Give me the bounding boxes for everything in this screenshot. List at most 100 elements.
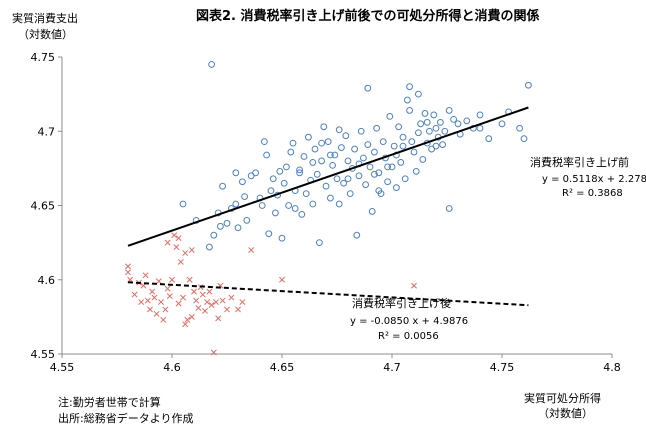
data-point [182, 250, 189, 256]
data-point [261, 138, 268, 146]
data-point [412, 167, 420, 175]
data-point [498, 120, 506, 128]
data-point [272, 209, 279, 217]
data-point [164, 285, 171, 292]
data-point [162, 306, 169, 313]
data-point [285, 202, 293, 209]
data-point [397, 159, 405, 166]
data-point [476, 124, 484, 132]
data-point [193, 297, 200, 304]
data-point [313, 170, 321, 178]
data-point [202, 307, 208, 314]
trendline-after [127, 281, 529, 307]
data-point [138, 299, 145, 305]
data-point [344, 175, 352, 183]
data-point [344, 157, 352, 165]
data-point [516, 124, 523, 132]
data-point [368, 208, 376, 215]
data-point [415, 90, 422, 98]
data-point [318, 157, 326, 165]
data-point [269, 175, 277, 183]
data-point [171, 232, 178, 239]
data-point [318, 139, 326, 147]
data-point [191, 288, 197, 295]
data-point [342, 132, 350, 140]
data-point [406, 107, 414, 114]
data-point [280, 179, 288, 187]
data-point [215, 315, 222, 322]
data-point [228, 294, 235, 301]
y-tick-label: 4.6 [38, 274, 56, 287]
data-point [300, 153, 308, 160]
data-point [224, 306, 230, 313]
data-point [276, 167, 284, 175]
data-point [432, 142, 440, 150]
x-tick-label: 4.6 [163, 361, 181, 374]
data-point [125, 263, 131, 270]
data-point [296, 166, 304, 174]
data-point [142, 272, 149, 279]
data-point [445, 107, 453, 114]
data-point [327, 194, 334, 202]
x-axis-label-line2: （対数値） [538, 406, 593, 420]
data-point [239, 299, 246, 305]
data-point [186, 276, 193, 283]
data-point [463, 117, 471, 125]
series-after-r2: R² = 0.0056 [378, 331, 439, 342]
trendline-before [127, 106, 529, 247]
data-point [379, 138, 387, 146]
data-point [327, 151, 334, 159]
data-point [390, 142, 398, 150]
data-point [125, 269, 131, 276]
data-point [411, 282, 417, 289]
data-point [324, 138, 332, 146]
data-point [252, 169, 260, 177]
data-point [298, 211, 306, 218]
data-point [239, 178, 246, 186]
data-point [320, 123, 328, 131]
data-point [364, 84, 372, 92]
data-point [234, 224, 242, 232]
data-point [410, 148, 418, 156]
data-point [175, 300, 182, 307]
y-tick-label: 4.65 [31, 200, 56, 213]
data-point [404, 96, 411, 104]
data-point [401, 175, 409, 183]
data-point [445, 205, 453, 212]
data-point [421, 110, 429, 117]
data-point [485, 135, 493, 143]
data-point [393, 184, 400, 192]
data-point [199, 291, 206, 298]
data-point [335, 200, 343, 208]
data-point [188, 313, 195, 320]
x-tick-label: 4.7 [383, 361, 401, 374]
data-point [177, 258, 184, 265]
data-point [175, 235, 182, 242]
data-point [423, 118, 431, 126]
data-point [206, 288, 213, 295]
data-point [208, 302, 215, 308]
data-point [287, 148, 295, 156]
data-point [441, 127, 449, 135]
series-before-equation: y = 0.5118x + 2.2788 [542, 174, 646, 185]
data-point [426, 127, 433, 135]
data-point [160, 316, 167, 323]
data-point [329, 162, 337, 169]
data-point [432, 124, 440, 132]
data-point [406, 83, 414, 91]
data-point [384, 178, 392, 186]
data-point [180, 294, 186, 301]
data-point [263, 151, 271, 159]
data-point [525, 81, 532, 89]
data-point [153, 310, 160, 317]
data-point [346, 190, 354, 198]
data-point [454, 120, 462, 128]
data-point [362, 181, 370, 189]
data-point [360, 154, 367, 162]
data-point [311, 145, 319, 153]
data-point [351, 145, 359, 153]
data-point [309, 159, 317, 166]
note-line1: 注:勤労者世帯で計算 [58, 395, 161, 409]
y-tick-label: 4.75 [31, 51, 56, 64]
data-point [131, 291, 138, 298]
